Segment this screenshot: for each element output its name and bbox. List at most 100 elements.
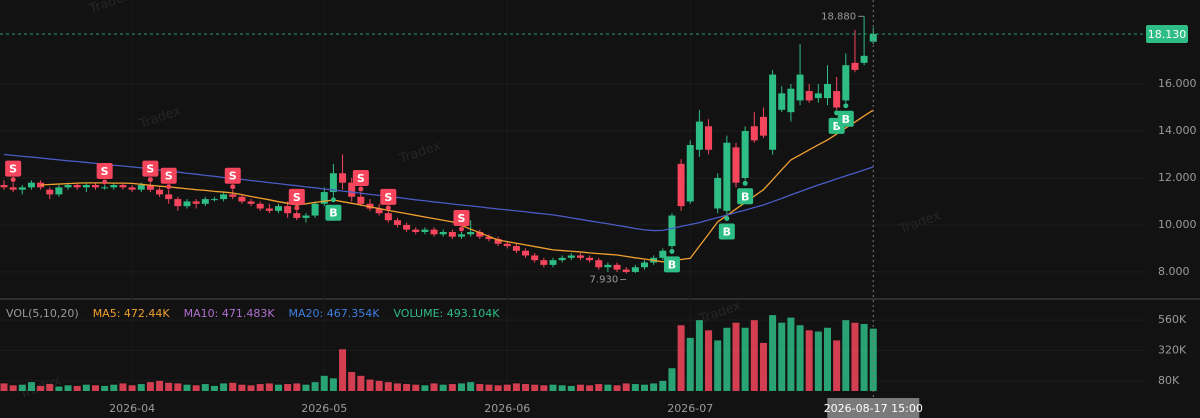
candle-body (311, 203, 319, 216)
y-tick-label: 14.000 (1158, 124, 1197, 137)
volume-bar (201, 384, 209, 391)
volume-bar (64, 385, 72, 391)
candle-body (558, 257, 566, 261)
volume-bar (668, 368, 676, 391)
volume-bar (869, 328, 877, 391)
candle-body (448, 231, 456, 237)
volume-bar (732, 322, 740, 391)
volume-bar (0, 383, 8, 391)
signal-dot (385, 205, 391, 211)
signal-box (5, 160, 22, 177)
candle-body (174, 199, 182, 207)
volume-bar (27, 382, 35, 391)
candle-body (458, 234, 465, 237)
candle-body (604, 264, 612, 268)
candle-body (183, 201, 191, 207)
candle-body (512, 246, 520, 251)
signal-dot (742, 180, 748, 186)
candle-body (18, 187, 26, 190)
volume-bar (293, 383, 301, 391)
signal-label: S (101, 165, 109, 178)
volume-bar (101, 385, 109, 391)
volume-bar (165, 382, 173, 391)
signal-label: B (329, 207, 337, 220)
volume-bar (448, 384, 456, 391)
candle-body (631, 267, 639, 272)
volume-bar (622, 383, 630, 391)
volume-bar (723, 327, 731, 391)
volume-bar (631, 384, 639, 391)
volume-bar (421, 385, 429, 391)
volume-bar (567, 385, 575, 391)
candle-body (156, 189, 164, 195)
volume-bar (586, 385, 594, 391)
volume-bar (814, 331, 822, 391)
candle-body (476, 231, 484, 237)
candle-body (165, 194, 173, 200)
candle-body (192, 201, 200, 204)
candle-body (412, 229, 420, 232)
signal-label: S (165, 170, 173, 183)
signal-dot (147, 177, 153, 183)
volume-bar (439, 384, 447, 391)
volume-bar (339, 349, 347, 391)
candle-body (247, 201, 255, 204)
volume-tick-label: 80K (1158, 374, 1180, 387)
candle-body (92, 185, 99, 188)
volume-bar (540, 385, 548, 391)
signal-dot (669, 248, 675, 254)
signal-label: S (458, 212, 466, 225)
crosshair-label: 2026-08-17 15:00 (824, 402, 923, 415)
signal-label: B (723, 226, 731, 239)
volume-bar (650, 383, 658, 391)
volume-bar (741, 327, 749, 391)
candle-body (641, 262, 648, 268)
candle-body (723, 142, 731, 211)
candle-body (320, 192, 328, 204)
signal-box (380, 188, 397, 205)
signal-box (96, 163, 113, 180)
candle-body (714, 177, 722, 209)
volume-bar (265, 383, 273, 391)
candle-body (210, 199, 218, 201)
candle-body (55, 187, 63, 195)
signal-dot (230, 184, 236, 190)
volume-bar (366, 379, 374, 391)
volume-legend-item: MA5: 472.44K (93, 307, 171, 320)
candle-body (750, 126, 758, 141)
signal-label: B (842, 113, 850, 126)
candle-body (769, 74, 777, 150)
y-tick-label: 16.000 (1158, 77, 1197, 90)
volume-legend-item: MA20: 467.354K (289, 307, 381, 320)
candle-body (73, 185, 81, 188)
candle-body (622, 269, 630, 272)
candle-body (421, 229, 429, 232)
signal-label: S (384, 191, 392, 204)
y-tick-label: 8.000 (1158, 265, 1190, 278)
volume-bar (860, 323, 868, 391)
volume-bar (805, 330, 813, 391)
candle-body (275, 206, 282, 211)
signal-box (288, 188, 305, 205)
volume-bar (604, 384, 612, 391)
volume-bar (92, 385, 99, 391)
volume-bar (485, 384, 493, 391)
volume-bar (824, 327, 831, 391)
volume-bar (37, 385, 45, 391)
candle-body (842, 65, 850, 101)
signal-box (325, 204, 342, 221)
volume-bar (576, 384, 584, 391)
candle-body (613, 264, 621, 270)
volume-legend-item: VOL(5,10,20) (6, 307, 79, 320)
signal-dot (102, 179, 108, 185)
candle-body (229, 194, 237, 197)
candle-body (567, 255, 575, 258)
candle-body (759, 116, 767, 136)
volume-bar (247, 385, 255, 391)
candle-body (384, 213, 392, 221)
candle-body (494, 239, 502, 244)
signal-box (352, 170, 369, 187)
signal-box (718, 223, 735, 240)
volume-bar (714, 340, 722, 391)
